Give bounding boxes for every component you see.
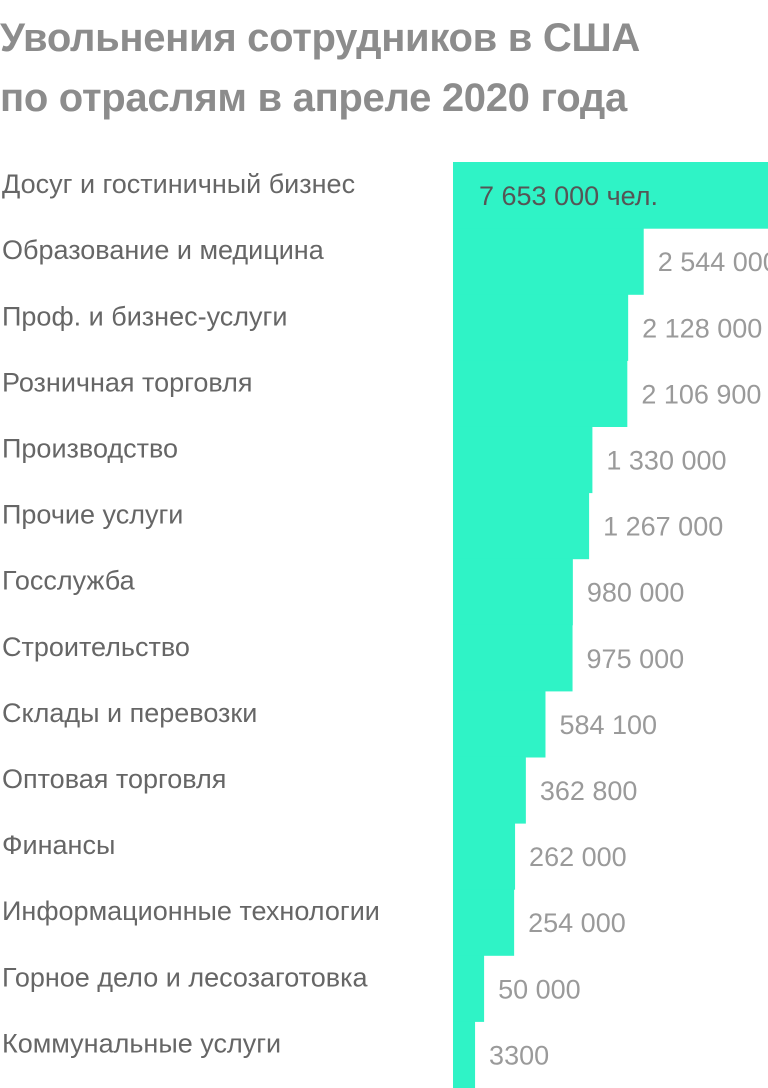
value-label: 980 000 (587, 578, 685, 608)
bar-5 (453, 426, 593, 494)
category-label: Горное дело и лесозаготовка (2, 962, 369, 992)
value-label: 2 544 000 (658, 247, 768, 277)
value-label: 362 800 (540, 776, 638, 806)
category-label: Розничная торговля (2, 367, 253, 397)
bar-2 (453, 228, 644, 295)
category-label: Информационные технологии (2, 896, 380, 926)
bar-10 (453, 756, 526, 824)
value-label: 2 106 900 (641, 379, 761, 409)
category-label: Коммунальные услуги (2, 1028, 281, 1058)
value-label: 3300 (489, 1040, 549, 1070)
value-label: 2 128 000 (642, 313, 762, 343)
bar-11 (453, 823, 516, 890)
category-label: Госслужба (2, 566, 136, 596)
bar-12 (453, 889, 515, 956)
category-label: Финансы (2, 830, 115, 860)
value-label: 1 267 000 (603, 512, 723, 542)
value-label: 975 000 (587, 644, 685, 674)
value-label: 254 000 (528, 908, 626, 938)
bar-4 (453, 360, 628, 427)
chart-title-line-2: по отраслям в апреле 2020 года (0, 76, 627, 120)
bar-14 (453, 1021, 476, 1088)
bar-13 (453, 955, 485, 1022)
value-label: 262 000 (529, 842, 627, 872)
category-label: Оптовая торговля (2, 764, 226, 794)
category-label: Прочие услуги (2, 500, 183, 530)
bar-9 (453, 690, 546, 758)
bar-3 (453, 294, 629, 361)
bar-6 (453, 492, 590, 560)
value-label: 1 330 000 (606, 445, 726, 475)
bar-8 (453, 624, 573, 692)
category-label: Производство (2, 433, 178, 463)
category-label: Досуг и гостиничный бизнес (2, 169, 355, 199)
category-label: Образование и медицина (2, 235, 325, 265)
chart-title: Увольнения сотрудников в США по отраслям… (0, 8, 768, 128)
bar-7 (453, 558, 573, 626)
value-label: 50 000 (498, 974, 581, 1004)
value-label: 7 653 000 чел. (479, 181, 658, 211)
bar-1 (453, 162, 768, 229)
chart-title-line-1: Увольнения сотрудников в США (0, 16, 640, 60)
category-label: Строительство (2, 632, 190, 662)
value-label: 584 100 (559, 710, 657, 740)
category-label: Склады и перевозки (2, 698, 257, 728)
category-label: Проф. и бизнес-услуги (2, 301, 287, 331)
